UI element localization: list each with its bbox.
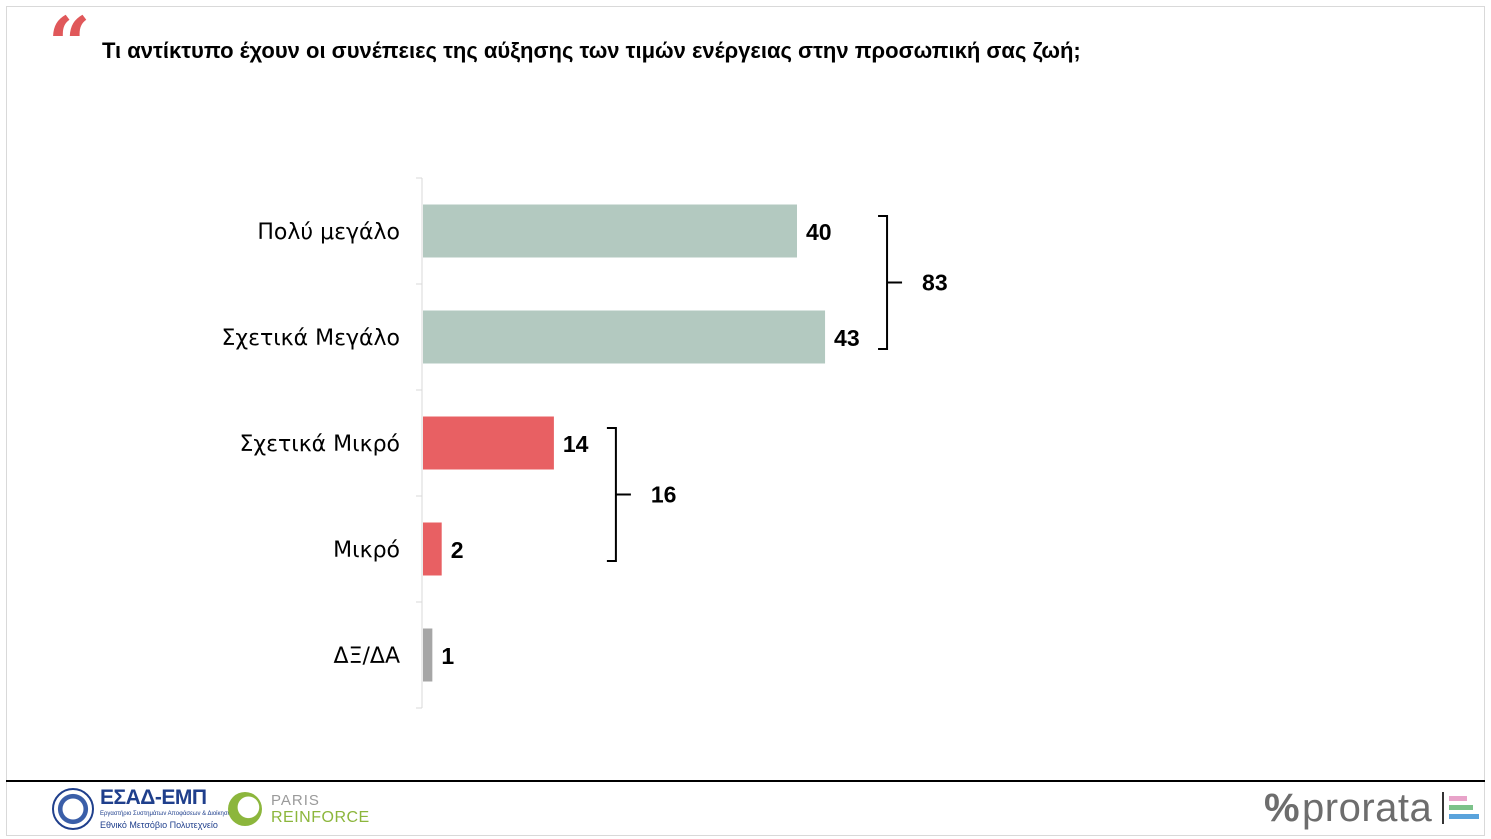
value-label: 2: [451, 537, 464, 563]
esad-logo-title: ΕΣΑΔ-ΕΜΠ: [100, 786, 207, 809]
prorata-stripe: [1449, 805, 1473, 810]
bar: [423, 416, 554, 470]
group-total-label: 83: [922, 270, 948, 296]
ntua-seal-icon: [52, 788, 94, 830]
prorata-stripes-icon: [1442, 792, 1480, 824]
paris-logo-line2: REINFORCE: [271, 809, 370, 826]
category-label: Σχετικά Μεγάλο: [221, 326, 400, 351]
bar: [423, 522, 442, 576]
quote-mark-icon: “: [48, 2, 91, 88]
paris-reinforce-circle-icon: [228, 792, 262, 826]
paris-logo-line1: PARIS: [271, 792, 320, 809]
category-label: ΔΞ/ΔΑ: [334, 644, 400, 669]
esad-logo-subtitle-2: Εθνικό Μετσόβιο Πολυτεχνείο: [100, 820, 218, 830]
chart-title: Τι αντίκτυπο έχουν οι συνέπειες της αύξη…: [102, 38, 1081, 63]
bar-chart: Πολύ μεγάλο 40 Σχετικά Μεγάλο 43 Σχετικά Μικ…: [221, 177, 948, 709]
category-label: Πολύ μεγάλο: [257, 220, 400, 245]
esad-logo-subtitle: Εργαστήριο Συστημάτων Αποφάσεων & Διοίκη…: [100, 811, 234, 817]
slide-frame: [6, 6, 1485, 836]
paris-reinforce-logo: PARIS REINFORCE: [228, 790, 378, 830]
category-label: Μικρό: [333, 538, 400, 563]
value-label: 43: [834, 325, 860, 351]
prorata-separator: [1442, 792, 1444, 824]
value-label: 1: [441, 643, 454, 669]
group-total-label: 16: [651, 482, 677, 508]
category-label: Σχετικά Μικρό: [240, 432, 400, 457]
prorata-wordmark: prorata: [1302, 786, 1433, 830]
prorata-stripe: [1449, 796, 1467, 801]
bar: [423, 310, 826, 364]
group-bracket: [878, 215, 903, 350]
esad-emp-logo: ΕΣΑΔ-ΕΜΠ Εργαστήριο Συστημάτων Αποφάσεων…: [52, 786, 234, 834]
bar: [423, 204, 797, 258]
prorata-logo: % prorata: [1262, 786, 1482, 832]
value-label: 40: [806, 219, 832, 245]
value-label: 14: [563, 431, 589, 457]
footer-divider: [6, 780, 1485, 782]
prorata-stripe: [1449, 814, 1479, 819]
prorata-percent-icon: %: [1264, 786, 1300, 830]
bar: [423, 628, 433, 682]
group-bracket: [606, 427, 631, 562]
